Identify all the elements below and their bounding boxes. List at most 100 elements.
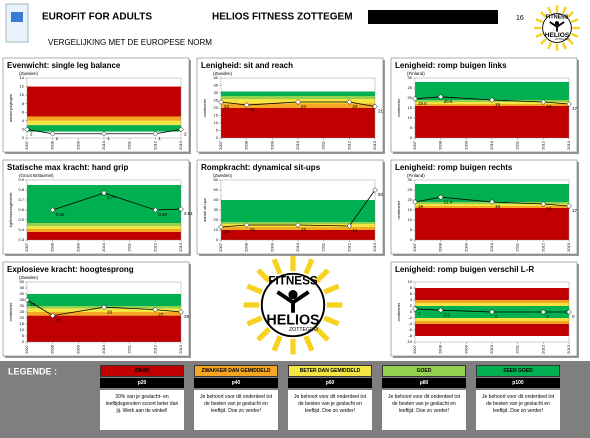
data-point [49,207,56,213]
redacted-bar [368,10,498,24]
y-tick-label: 20 [214,217,219,222]
panel-subtitle: (Zweden) [213,173,233,178]
legend-label: ZWAK [100,365,184,377]
x-tick-label: 2013 [178,344,183,354]
data-point [346,99,353,105]
x-tick-label: 2011 [515,344,520,353]
y-tick-label: 10 [408,217,413,222]
x-tick-label: 2007 [24,344,29,354]
data-point [489,309,495,315]
legend-level: p100 [476,378,560,388]
norm-band [221,200,375,222]
y-tick-label: 30 [214,207,219,212]
logo-head [554,21,560,26]
y-tick-label: 0 [410,237,413,242]
legend-item: ZEER GOED p100 Je behoort voor dit onderde… [476,365,560,430]
norm-band [415,318,569,321]
logo-top: FITNESS [546,15,569,21]
logo-head [288,290,298,300]
x-tick-label: 2007 [412,344,417,354]
norm-band [415,184,569,202]
x-tick-label: 2009 [269,242,274,252]
sun-ray [256,268,271,283]
y-tick-label: 5 [22,333,25,338]
legend-level: p40 [194,378,278,388]
sun-ray [535,32,544,38]
y-tick-label: 30 [408,75,413,80]
data-label: 19 [495,204,501,209]
x-tick-label: 2012 [540,344,545,354]
legend-item: ZWAKKER DAN GEMIDDELD p40 Je behoort voor … [194,365,278,430]
sun-ray [315,327,330,342]
data-point [178,126,184,133]
data-point [540,201,547,207]
y-tick-label: 40 [214,75,219,80]
data-label: 19 [495,102,501,107]
panel-title: Lenigheid: romp buigen verschil L-R [395,265,534,274]
data-point [566,309,572,315]
sun-ray [303,335,315,352]
y-axis-label: centimeter [396,98,401,117]
data-point [101,130,107,137]
data-point [412,199,418,205]
y-tick-label: 0.6 [18,207,24,212]
panel-title: Lenigheid: sit and reach [201,61,293,70]
panel-subtitle: (Zweden) [19,275,39,280]
data-label: 15 [250,227,256,232]
data-point [101,190,107,196]
data-point [24,126,30,133]
data-label: 24 [224,104,230,109]
sun-ray [567,38,574,45]
legend-text: 20% van je geslacht- en leeftijdsgenoten… [100,390,184,430]
y-tick-label: 5 [410,227,413,232]
x-tick-label: 2007 [412,140,417,150]
data-label: 50 [378,192,384,197]
data-point [412,95,418,102]
x-tick-label: 2012 [152,140,157,150]
norm-band [221,103,375,108]
y-tick-label: 30 [214,90,219,95]
page-number: 16 [516,15,524,22]
y-tick-label: 40 [20,291,25,296]
y-tick-label: 50 [20,279,25,284]
norm-band [27,232,181,240]
header-club: HELIOS FITNESS ZOTTEGEM [212,12,353,23]
data-point [152,207,159,213]
y-tick-label: 30 [408,177,413,182]
y-tick-label: 6 [22,109,25,114]
y-tick-label: 35 [20,297,25,302]
x-tick-label: 2011 [321,140,326,149]
sun-ray [540,11,547,18]
logo-figure [276,290,310,313]
x-tick-label: 2011 [127,242,132,251]
y-tick-label: 4 [22,118,25,123]
sun-ray [561,6,567,15]
data-label: 21 [378,109,384,114]
data-point [372,187,378,193]
data-label: 0 [572,314,575,319]
data-label: 22 [250,107,256,112]
panel-title: Lenigheid: romp buigen rechts [395,163,513,172]
norm-band [27,86,181,117]
sun-ray [540,38,547,45]
data-label: 29 [107,309,113,314]
data-label: 20.6 [444,99,453,104]
y-tick-label: 40 [214,197,219,202]
y-tick-label: 20 [408,95,413,100]
data-label: 35 [30,302,36,307]
sun-ray [256,327,271,342]
y-axis-label: centimeter [396,302,401,321]
y-tick-label: 50 [214,187,219,192]
logo-place: ZOTTEGEM [289,327,318,333]
y-tick-label: 15 [408,207,413,212]
data-point [295,99,301,105]
data-point [295,222,301,228]
y-tick-label: 8 [22,101,25,106]
data-point [566,101,572,107]
y-tick-label: 4 [410,297,413,302]
x-tick-label: 2007 [412,242,417,252]
panel-title: Explosieve kracht: hoogtesprong [7,265,134,274]
y-tick-label: 0 [410,309,413,314]
data-point [24,297,30,303]
x-tick-label: 2012 [540,140,545,150]
